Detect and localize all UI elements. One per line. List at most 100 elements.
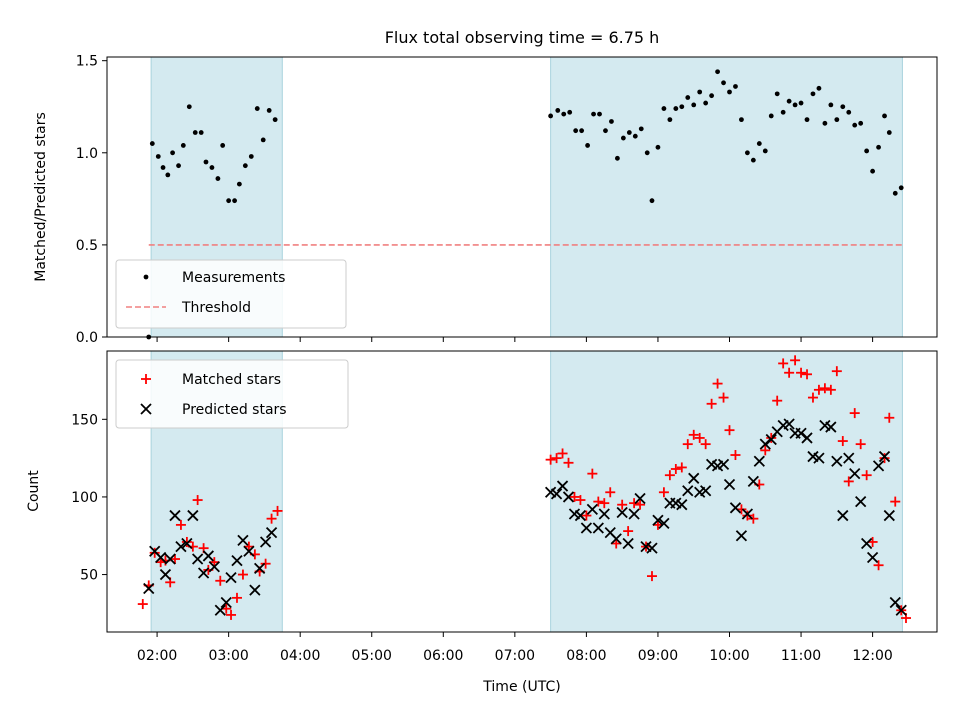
predicted-star-point-stroke [622, 537, 634, 550]
predicted-star-point [849, 468, 861, 480]
chart-title: Flux total observing time = 6.75 h [385, 28, 660, 47]
measurement-point [679, 104, 685, 110]
predicted-star-point [735, 530, 748, 542]
predicted-star-point [265, 527, 278, 539]
measurement-point [248, 154, 254, 159]
predicted-star-point [249, 584, 261, 596]
predicted-star-point [825, 421, 837, 433]
predicted-star-point-stroke [813, 452, 825, 464]
predicted-star-point [574, 509, 587, 522]
predicted-star-point [889, 596, 901, 609]
predicted-star-point [237, 534, 249, 547]
top-y-ticks: 0.0 0.5 1.0 1.5 [76, 54, 107, 346]
matched-star-point [599, 498, 610, 509]
measurement-point [886, 130, 892, 135]
predicted-star-point [202, 550, 215, 562]
predicted-star-point-stroke [243, 545, 255, 557]
predicted-star-point-stroke [604, 527, 616, 539]
predicted-star-point [592, 522, 604, 534]
measurement-point [892, 190, 898, 196]
predicted-star-point-stroke [700, 485, 712, 497]
matched-star-point [575, 495, 586, 506]
measurement-point [215, 176, 221, 181]
predicted-star-point [622, 537, 634, 550]
measurement-point [272, 117, 278, 123]
measurement-point [615, 155, 620, 161]
predicted-star-point-stroke [259, 536, 272, 548]
predicted-star-point [159, 568, 172, 581]
predicted-star-point-stroke [202, 550, 215, 562]
predicted-star-point [191, 553, 204, 565]
predicted-star-point [658, 517, 670, 529]
matched-star-point [581, 510, 592, 521]
bottom-axes-frame [106, 350, 938, 633]
matched-star-point [169, 554, 180, 565]
measurement-point [242, 163, 248, 169]
predicted-star-point-stroke [688, 472, 700, 484]
measurement-point [555, 108, 561, 113]
top-panel: 0.0 0.5 1.0 1.5 Matched/Predicted stars Mea… [33, 54, 938, 346]
measurement-point [198, 130, 204, 135]
measurement-point [209, 165, 215, 170]
measurement-point [727, 89, 732, 95]
measurement-point [828, 102, 834, 108]
predicted-star-point-stroke [254, 562, 266, 574]
predicted-star-point [187, 509, 199, 522]
measurement-point [585, 143, 590, 148]
predicted-star-point-stroke [568, 508, 581, 520]
x-tick-label: 03:00 [208, 648, 248, 664]
matched-star-point [670, 463, 681, 474]
predicted-star-point-stroke [225, 572, 237, 584]
predicted-star-point [723, 478, 736, 491]
predicted-star-point-stroke [861, 537, 873, 550]
matched-star-point [237, 569, 248, 580]
measurement-point [792, 102, 798, 108]
predicted-star-point [855, 495, 867, 508]
predicted-star-point-stroke [550, 488, 563, 500]
matched-star-point [605, 487, 616, 498]
x-tick-label: 05:00 [352, 648, 392, 664]
predicted-star-point [143, 582, 155, 595]
legend-predicted-swatch [140, 403, 152, 415]
predicted-star-point-stroke [155, 551, 167, 564]
bottom-y-tick-label: 150 [71, 412, 98, 428]
measurement-point [703, 100, 709, 106]
predicted-star-point-stroke [866, 551, 879, 564]
measurement-point [744, 150, 750, 156]
measurement-point [810, 91, 816, 97]
predicted-star-point-stroke [592, 522, 604, 534]
matched-star-point [192, 495, 203, 506]
top-shaded-intervals [150, 57, 903, 337]
predicted-star-point-stroke [807, 450, 819, 463]
measurement-point [780, 109, 786, 115]
matched-star-point [879, 453, 890, 464]
top-y-tick-label: 0.5 [76, 238, 98, 254]
matched-star-point [181, 536, 192, 547]
measurement-point [709, 93, 715, 99]
matched-star-point [796, 367, 807, 378]
bottom-x-ticks: 02:00 03:00 04:00 05:00 06:00 07:00 08:00 09:00… [137, 632, 893, 664]
matched-star-point [837, 436, 848, 447]
predicted-star-point-stroke [574, 509, 587, 522]
predicted-star-point-stroke [735, 530, 748, 542]
matched-star-point [563, 457, 574, 468]
matched-star-point [819, 383, 830, 394]
x-tick-label: 11:00 [781, 648, 821, 664]
predicted-star-point-stroke [634, 492, 646, 505]
predicted-star-point-stroke [676, 499, 688, 511]
matched-star-point [266, 513, 277, 524]
x-tick-label: 04:00 [280, 648, 320, 664]
x-axis-label: Time (UTC) [482, 679, 560, 695]
measurement-point [649, 198, 655, 204]
predicted-star-point [813, 452, 825, 464]
measurement-point [160, 165, 166, 170]
predicted-star-point-stroke [598, 508, 610, 520]
predicted-star-point-stroke [729, 502, 742, 514]
matched-star-point [849, 408, 860, 419]
predicted-star-point [883, 509, 895, 522]
matched-star-point [855, 439, 866, 450]
predicted-star-point-stroke [658, 517, 670, 529]
predicted-star-point-stroke [783, 418, 795, 430]
matched-star-point [760, 445, 771, 456]
